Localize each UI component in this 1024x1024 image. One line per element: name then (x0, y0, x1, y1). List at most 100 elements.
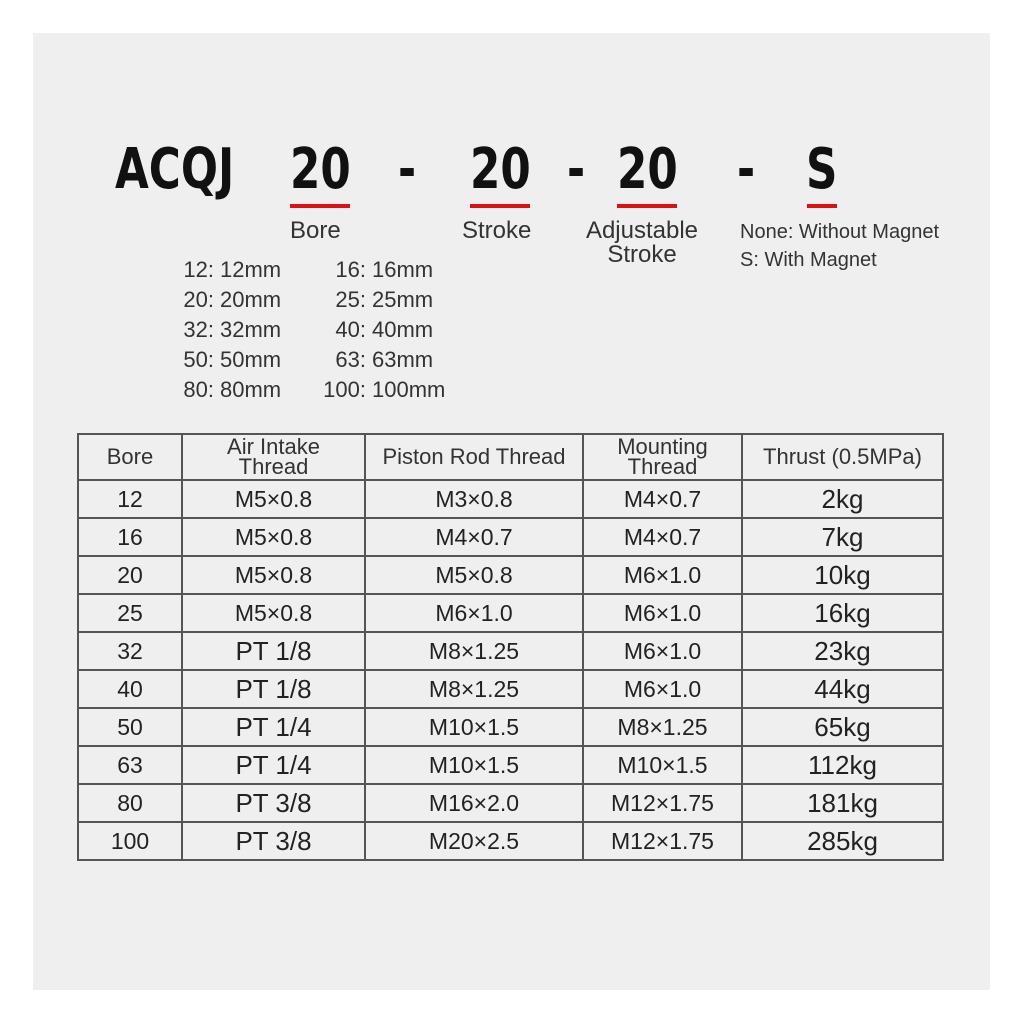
table-cell: M4×0.7 (364, 517, 584, 557)
table-row: 16 M5×0.8 M4×0.7 M4×0.7 7kg (77, 517, 944, 557)
table-row: 50 PT 1/4 M10×1.5 M8×1.25 65kg (77, 707, 944, 747)
table-cell: M4×0.7 (582, 479, 743, 519)
bore-size-cell: 12: (183, 257, 214, 282)
underline-magnet (807, 204, 837, 208)
table-cell: 12 (77, 479, 183, 519)
bore-size-cell: 63: (335, 347, 366, 372)
table-cell: 285kg (741, 821, 944, 861)
table-cell: M8×1.25 (582, 707, 743, 747)
bore-size-cell: 80mm (220, 377, 282, 402)
spec-table: Bore Air Intake Thread Piston Rod Thread Mo… (77, 433, 944, 861)
bore-size-row: 50: 50mm 63: 63mm (160, 345, 472, 375)
table-row: 20 M5×0.8 M5×0.8 M6×1.0 10kg (77, 555, 944, 595)
bore-size-cell: 40: (335, 317, 366, 342)
model-magnet: S (806, 137, 838, 202)
separator: - (398, 137, 417, 202)
underline-bore (290, 204, 350, 208)
table-row: 100 PT 3/8 M20×2.5 M12×1.75 285kg (77, 821, 944, 861)
table-cell: 7kg (741, 517, 944, 557)
table-cell: 44kg (741, 669, 944, 709)
table-row: 25 M5×0.8 M6×1.0 M6×1.0 16kg (77, 593, 944, 633)
table-cell: 63 (77, 745, 183, 785)
bore-size-cell: 20mm (220, 287, 282, 312)
bore-size-cell: 25mm (372, 287, 434, 312)
table-cell: 10kg (741, 555, 944, 595)
table-cell: 50 (77, 707, 183, 747)
bore-size-row: 20: 20mm 25: 25mm (160, 285, 472, 315)
column-header: Thrust (0.5MPa) (741, 433, 944, 481)
table-cell: M3×0.8 (364, 479, 584, 519)
table-cell: M6×1.0 (582, 669, 743, 709)
table-cell: 20 (77, 555, 183, 595)
table-cell: 80 (77, 783, 183, 823)
table-cell: M12×1.75 (582, 783, 743, 823)
table-cell: 16 (77, 517, 183, 557)
table-cell: M6×1.0 (582, 593, 743, 633)
bore-size-cell: 100: (323, 377, 366, 402)
bore-size-cell: 16mm (372, 257, 434, 282)
column-header: Mounting Thread (582, 433, 743, 481)
table-cell: PT 1/8 (181, 631, 366, 671)
table-cell: M5×0.8 (181, 479, 366, 519)
table-cell: PT 3/8 (181, 783, 366, 823)
bore-size-cell: 63mm (372, 347, 434, 372)
table-cell: M8×1.25 (364, 669, 584, 709)
table-cell: 100 (77, 821, 183, 861)
table-cell: 112kg (741, 745, 944, 785)
column-header: Air Intake Thread (181, 433, 366, 481)
table-cell: 16kg (741, 593, 944, 633)
bore-size-cell: 16: (335, 257, 366, 282)
model-stroke: 20 (470, 137, 531, 202)
table-cell: M8×1.25 (364, 631, 584, 671)
bore-size-row: 12: 12mm 16: 16mm (160, 255, 472, 285)
bore-size-cell: 80: (183, 377, 214, 402)
table-cell: 181kg (741, 783, 944, 823)
table-cell: PT 1/8 (181, 669, 366, 709)
bore-size-cell: 20: (183, 287, 214, 312)
table-cell: M6×1.0 (582, 631, 743, 671)
table-cell: 40 (77, 669, 183, 709)
table-cell: M5×0.8 (181, 555, 366, 595)
table-cell: M6×1.0 (364, 593, 584, 633)
table-cell: M5×0.8 (181, 593, 366, 633)
table-cell: M10×1.5 (582, 745, 743, 785)
column-header: Piston Rod Thread (364, 433, 584, 481)
model-bore: 20 (290, 137, 351, 202)
table-row: 80 PT 3/8 M16×2.0 M12×1.75 181kg (77, 783, 944, 823)
bore-size-cell: 12mm (220, 257, 282, 282)
table-cell: M16×2.0 (364, 783, 584, 823)
bore-size-cell: 25: (335, 287, 366, 312)
model-adjustable: 20 (617, 137, 678, 202)
bore-size-list: 12: 12mm 16: 16mm 20: 20mm 25: 25mm 32: 32mm 40: 40… (160, 255, 472, 405)
table-row: 12 M5×0.8 M3×0.8 M4×0.7 2kg (77, 479, 944, 519)
table-cell: 65kg (741, 707, 944, 747)
table-cell: M10×1.5 (364, 707, 584, 747)
label-stroke: Stroke (462, 217, 532, 244)
table-row: 63 PT 1/4 M10×1.5 M10×1.5 112kg (77, 745, 944, 785)
table-cell: 32 (77, 631, 183, 671)
label-magnet-s: S: With Magnet (740, 249, 877, 271)
table-cell: 25 (77, 593, 183, 633)
bore-size-cell: 40mm (372, 317, 434, 342)
separator: - (737, 137, 756, 202)
table-cell: M12×1.75 (582, 821, 743, 861)
bore-size-cell: 100mm (372, 377, 446, 402)
column-header: Bore (77, 433, 183, 481)
bore-size-cell: 32mm (220, 317, 282, 342)
table-cell: M10×1.5 (364, 745, 584, 785)
table-cell: 2kg (741, 479, 944, 519)
bore-size-row: 32: 32mm 40: 40mm (160, 315, 472, 345)
model-prefix: ACQJ (115, 137, 235, 202)
bore-size-cell: 32: (183, 317, 214, 342)
table-cell: PT 1/4 (181, 745, 366, 785)
underline-stroke (470, 204, 530, 208)
label-bore: Bore (290, 217, 341, 244)
underline-adjustable (617, 204, 677, 208)
table-cell: M20×2.5 (364, 821, 584, 861)
separator: - (567, 137, 586, 202)
table-cell: PT 3/8 (181, 821, 366, 861)
bore-size-row: 80: 80mm 100: 100mm (160, 375, 472, 405)
table-cell: M4×0.7 (582, 517, 743, 557)
bore-size-cell: 50mm (220, 347, 282, 372)
table-row: 32 PT 1/8 M8×1.25 M6×1.0 23kg (77, 631, 944, 671)
